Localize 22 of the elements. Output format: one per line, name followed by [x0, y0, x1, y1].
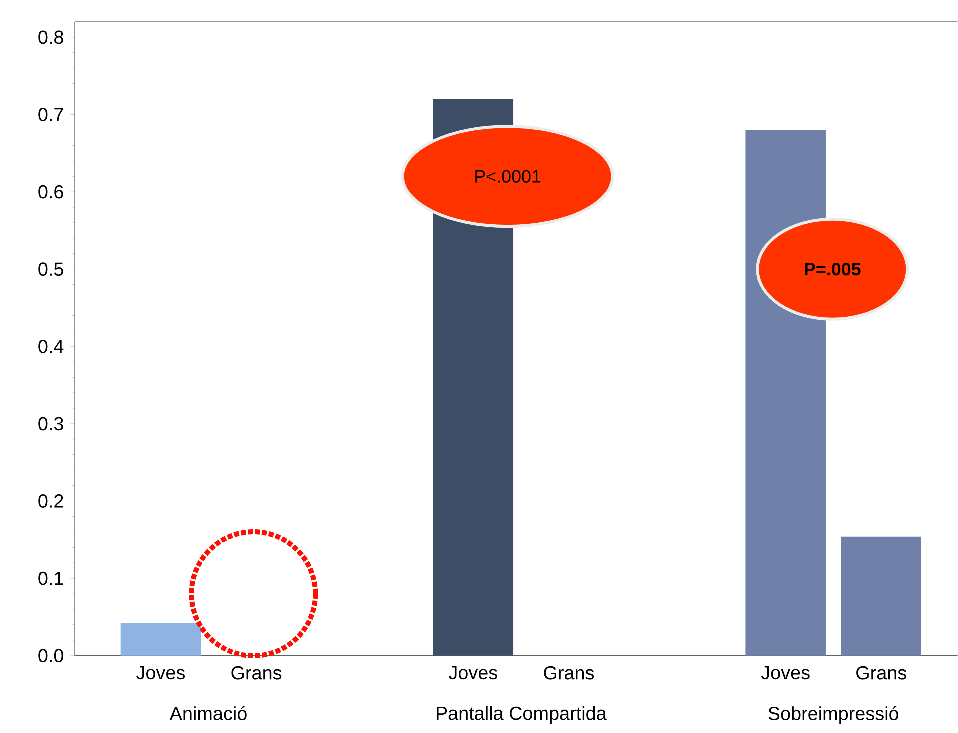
- y-tick-label: 0.3: [38, 417, 64, 431]
- bar: [841, 536, 922, 656]
- x-tick-label: Pantalla Compartida: [436, 706, 607, 724]
- y-tick-label: 0.6: [38, 185, 64, 199]
- text: Joves: [761, 666, 810, 680]
- y-tick-label: 0.5: [38, 262, 64, 276]
- y-tick-label: 0.7: [38, 108, 64, 122]
- series-label: Joves: [136, 666, 186, 680]
- y-tick-label: 0.0: [38, 649, 64, 663]
- y-tick-label: 0.4: [38, 340, 64, 354]
- text: Joves: [448, 666, 498, 680]
- x-tick-label: Animació: [170, 706, 247, 721]
- x-tick-label: Sobreimpressió: [768, 706, 899, 724]
- text: Grans: [232, 666, 282, 680]
- text: Grans: [544, 666, 594, 680]
- bar: [120, 623, 202, 656]
- annotation: P=.005: [805, 263, 861, 276]
- annotation: P<.0001: [476, 170, 541, 184]
- y-tick-label: 0.2: [38, 494, 64, 508]
- y-tick-label: 0.1: [38, 572, 64, 586]
- series-label: Grans: [856, 666, 906, 680]
- y-tick-label: 0.8: [38, 30, 64, 44]
